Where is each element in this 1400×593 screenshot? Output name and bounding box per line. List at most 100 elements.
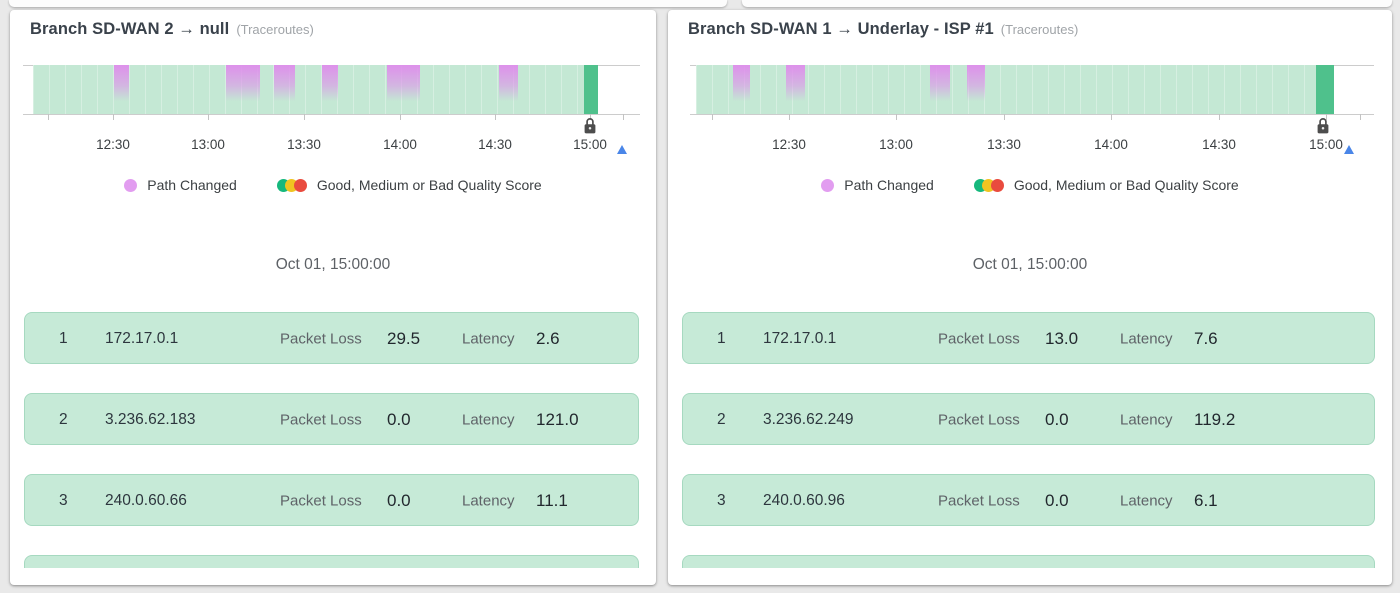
axis-tick — [1360, 114, 1361, 120]
axis-tick-label: 13:30 — [987, 137, 1021, 152]
path-changed-dot-icon — [124, 178, 138, 192]
packet-loss-value: 0.0 — [387, 410, 411, 429]
legend-quality-score: Good, Medium or Bad Quality Score — [276, 177, 542, 193]
axis-tick — [590, 114, 591, 120]
axis-tick-label: 14:30 — [1202, 137, 1236, 152]
axis-tick — [1004, 114, 1005, 120]
legend-quality-score: Good, Medium or Bad Quality Score — [973, 177, 1239, 193]
panel-title: Branch SD-WAN 1 → Underlay - ISP #1 — [688, 20, 994, 38]
selected-timestamp: Oct 01, 15:00:00 — [972, 256, 1088, 273]
axis-tick-label: 12:30 — [772, 137, 806, 152]
quality-timeline-chart: 12:30 13:00 13:30 14:00 14:30 15:00 — [668, 10, 1392, 175]
hop-number: 2 — [59, 411, 68, 428]
latency-label: Latency — [1120, 330, 1173, 348]
hop-ip-address: 172.17.0.1 — [763, 330, 837, 347]
path-changed-marker — [226, 65, 260, 114]
packet-loss-label: Packet Loss — [280, 330, 362, 348]
axis-tick — [789, 114, 790, 120]
packet-loss-label: Packet Loss — [280, 492, 362, 510]
path-changed-marker — [733, 65, 750, 114]
latency-label: Latency — [1120, 411, 1173, 429]
hop-list: 1 172.17.0.1 Packet Loss 29.5 Latency 2.6 2 3.2… — [24, 312, 639, 568]
traceroute-panel-right: Branch SD-WAN 1 → Underlay - ISP #1 (Tra… — [668, 10, 1392, 585]
axis-tick-label: 13:00 — [879, 137, 913, 152]
packet-loss-label: Packet Loss — [938, 411, 1020, 429]
lock-icon[interactable] — [1316, 117, 1330, 135]
quality-timeline-band[interactable] — [696, 65, 1334, 114]
hop-row: 1 172.17.0.1 Packet Loss 29.5 Latency 2.6 — [24, 312, 639, 364]
latency-value: 7.6 — [1194, 329, 1218, 348]
quality-timeline-band[interactable] — [33, 65, 598, 114]
packet-loss-value: 29.5 — [387, 329, 421, 348]
hop-number: 3 — [59, 492, 68, 509]
axis-tick-label: 14:00 — [1094, 137, 1128, 152]
legend-quality-label: Good, Medium or Bad Quality Score — [316, 177, 542, 193]
latency-value: 6.1 — [1194, 491, 1218, 510]
packet-loss-label: Packet Loss — [280, 411, 362, 429]
hop-row: 2 3.236.62.249 Packet Loss 0.0 Latency 119.2 — [682, 393, 1375, 445]
hop-number: 3 — [717, 492, 726, 509]
axis-tick — [712, 114, 713, 120]
axis-tick-label: 13:00 — [191, 137, 225, 152]
axis-tick — [113, 114, 114, 120]
axis-tick — [1111, 114, 1112, 120]
packet-loss-value: 0.0 — [1045, 410, 1069, 429]
hop-ip-address: 240.0.60.96 — [763, 492, 845, 509]
lock-icon[interactable] — [583, 117, 597, 135]
panel-header: Branch SD-WAN 2 → null (Traceroutes) — [30, 20, 640, 39]
hop-row: 3 240.0.60.96 Packet Loss 0.0 Latency 6.1 — [682, 474, 1375, 526]
latency-value: 2.6 — [536, 329, 560, 348]
path-changed-dot-icon — [821, 178, 835, 192]
packet-loss-label: Packet Loss — [938, 330, 1020, 348]
hop-row: 3 240.0.60.66 Packet Loss 0.0 Latency 11.1 — [24, 474, 639, 526]
quality-dots-icon — [276, 178, 307, 192]
axis-tick — [48, 114, 49, 120]
latency-label: Latency — [1120, 492, 1173, 510]
axis-tick — [896, 114, 897, 120]
latency-label: Latency — [462, 411, 515, 429]
card-above-remnant-left — [9, 0, 727, 7]
latency-label: Latency — [462, 330, 515, 348]
axis-tick-label: 15:00 — [573, 137, 607, 152]
path-changed-marker — [274, 65, 295, 114]
axis-tick — [1219, 114, 1220, 120]
hop-row: 2 3.236.62.183 Packet Loss 0.0 Latency 121.0 — [24, 393, 639, 445]
axis-tick-label: 15:00 — [1309, 137, 1343, 152]
hop-row: 1 172.17.0.1 Packet Loss 13.0 Latency 7.6 — [682, 312, 1375, 364]
hop-ip-address: 3.236.62.183 — [105, 411, 196, 428]
axis-tick-label: 13:30 — [287, 137, 321, 152]
axis-tick — [1326, 114, 1327, 120]
axis-tick — [400, 114, 401, 120]
chart-legend: Path Changed Good, Medium or Bad Quality… — [10, 177, 656, 193]
legend-path-changed: Path Changed — [124, 177, 237, 193]
axis-tick-label: 12:30 — [96, 137, 130, 152]
quality-dots-icon — [973, 178, 1004, 192]
axis-tick — [208, 114, 209, 120]
path-changed-marker — [114, 65, 129, 114]
panel-header: Branch SD-WAN 1 → Underlay - ISP #1 (Tra… — [688, 20, 1376, 39]
latency-value: 121.0 — [536, 410, 579, 429]
hop-number: 1 — [717, 330, 726, 347]
time-slider-handle-icon[interactable] — [1344, 145, 1354, 154]
legend-path-changed-label: Path Changed — [147, 177, 237, 193]
panel-subtitle: (Traceroutes) — [236, 22, 314, 37]
selected-timestamp: Oct 01, 15:00:00 — [275, 256, 391, 273]
path-changed-marker — [387, 65, 420, 114]
panel-subtitle: (Traceroutes) — [1000, 22, 1079, 37]
path-changed-marker — [322, 65, 338, 114]
latency-value: 11.1 — [536, 491, 568, 510]
axis-tick — [304, 114, 305, 120]
path-changed-marker — [930, 65, 950, 114]
path-changed-marker — [967, 65, 985, 114]
hop-number: 1 — [59, 330, 68, 347]
axis-line-bottom — [690, 114, 1374, 115]
time-slider-handle-icon[interactable] — [617, 145, 627, 154]
quality-timeline-chart: 12:30 13:00 13:30 14:00 14:30 15:00 — [10, 10, 656, 175]
packet-loss-value: 13.0 — [1045, 329, 1079, 348]
panel-title: Branch SD-WAN 2 → null — [30, 20, 230, 38]
traceroute-panel-left: Branch SD-WAN 2 → null (Traceroutes) 12:… — [10, 10, 656, 585]
packet-loss-label: Packet Loss — [938, 492, 1020, 510]
legend-quality-label: Good, Medium or Bad Quality Score — [1013, 177, 1239, 193]
path-changed-marker — [499, 65, 518, 114]
